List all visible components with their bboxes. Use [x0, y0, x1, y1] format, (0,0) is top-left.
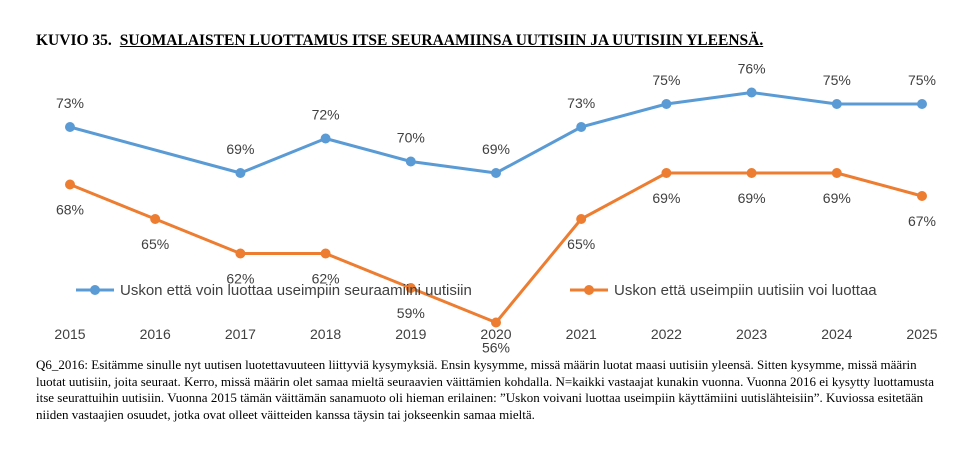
data-label: 70% [397, 130, 425, 146]
data-point [235, 248, 246, 259]
data-point [65, 179, 75, 190]
figure-number: KUVIO 35. [36, 32, 112, 49]
legend-marker-1 [90, 285, 100, 295]
data-point [917, 191, 927, 201]
data-point [65, 122, 75, 132]
x-tick-label: 2015 [54, 326, 85, 342]
figure-title: KUVIO 35. SUOMALAISTEN LUOTTAMUS ITSE SEU… [36, 32, 763, 50]
data-label: 76% [738, 61, 766, 77]
x-tick-label: 2022 [651, 326, 682, 342]
data-label: 69% [652, 190, 680, 206]
data-point [661, 99, 672, 109]
data-label: 69% [738, 190, 766, 206]
data-point [235, 168, 246, 178]
data-point [661, 168, 672, 178]
data-point [405, 283, 416, 293]
data-point [746, 87, 757, 98]
data-point [831, 99, 842, 109]
data-label: 62% [226, 271, 254, 287]
figure-title-text: SUOMALAISTEN LUOTTAMUS ITSE SEURAAMIINSA… [119, 32, 764, 49]
data-point [320, 133, 331, 144]
data-label: 59% [397, 305, 425, 321]
data-label: 72% [312, 107, 340, 123]
data-point [320, 248, 331, 259]
data-point [831, 168, 842, 178]
x-tick-label: 2018 [310, 326, 341, 342]
data-label: 56% [482, 340, 510, 356]
data-point [491, 317, 501, 328]
x-tick-label: 2025 [906, 326, 937, 342]
data-label: 69% [823, 190, 851, 206]
data-label: 75% [652, 72, 680, 88]
data-label: 75% [908, 72, 936, 88]
x-tick-label: 2020 [480, 326, 511, 342]
data-point [746, 168, 757, 178]
figure-note: Q6_2016: Esitämme sinulle nyt uutisen lu… [36, 357, 935, 422]
x-tick-label: 2019 [395, 326, 426, 342]
data-label: 65% [141, 236, 169, 252]
data-label: 67% [908, 213, 936, 229]
data-point [576, 214, 587, 224]
data-label: 69% [226, 141, 254, 157]
data-point [576, 122, 587, 132]
data-point [150, 214, 161, 224]
legend-label-2: Uskon että useimpiin uutisiin voi luotta… [614, 282, 877, 299]
x-tick-label: 2021 [566, 326, 597, 342]
legend-marker-2 [584, 285, 594, 295]
x-tick-label: 2023 [736, 326, 767, 342]
x-tick-label: 2016 [140, 326, 171, 342]
data-point [405, 156, 416, 167]
x-tick-label: 2024 [821, 326, 852, 342]
data-label: 75% [823, 72, 851, 88]
data-point [917, 99, 927, 109]
legend-label-1: Uskon että voin luottaa useimpiin seuraa… [120, 282, 472, 299]
x-tick-label: 2017 [225, 326, 256, 342]
series-line-1 [69, 91, 922, 175]
data-label: 65% [567, 236, 595, 252]
series-line-2 [69, 171, 923, 324]
data-point [491, 168, 501, 178]
data-label: 73% [56, 95, 84, 111]
data-label: 73% [567, 95, 595, 111]
data-label: 62% [312, 271, 340, 287]
data-label: 68% [56, 202, 84, 218]
data-label: 69% [482, 141, 510, 157]
